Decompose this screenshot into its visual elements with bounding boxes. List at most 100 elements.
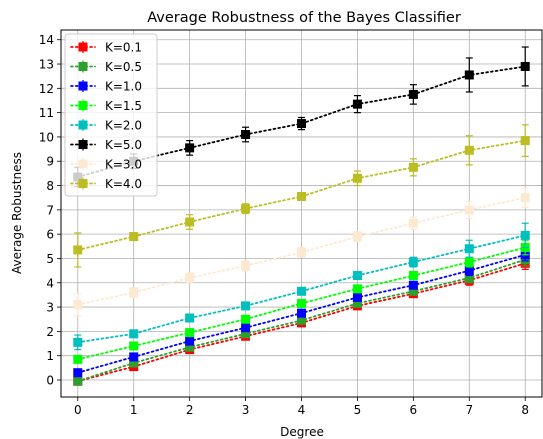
legend: K=0.1 K=0.5 K=1.0 K=1.5 K=2.0 K=5.0 K=3.0 K=4.0	[64, 33, 158, 197]
legend-label: K=2.0	[105, 119, 142, 133]
data-point	[352, 270, 362, 280]
data-point	[185, 217, 195, 227]
legend-marker	[78, 140, 88, 149]
data-point	[73, 300, 83, 310]
data-point	[129, 352, 139, 362]
data-point	[241, 261, 251, 271]
data-point	[185, 273, 195, 283]
legend-label: K=5.0	[105, 138, 142, 152]
x-tick-label: 5	[354, 403, 362, 417]
data-point	[73, 376, 83, 386]
data-point	[464, 145, 474, 155]
legend-marker	[78, 159, 88, 169]
data-point	[241, 301, 251, 311]
chart-title: Average Robustness of the Bayes Classifi…	[147, 10, 461, 26]
x-axis-label: Degree	[280, 425, 324, 439]
y-tick-label: 3	[46, 301, 54, 315]
data-point	[352, 232, 362, 242]
data-point	[185, 328, 195, 338]
data-point	[464, 273, 474, 283]
x-tick-label: 2	[186, 403, 194, 417]
data-point	[520, 61, 530, 71]
x-tick-label: 8	[521, 403, 529, 417]
legend-label: K=1.0	[105, 80, 142, 94]
data-point	[241, 130, 251, 140]
data-point	[297, 247, 306, 257]
data-point	[464, 70, 474, 80]
legend-marker	[78, 81, 88, 91]
legend-item: K=1.5	[70, 99, 142, 113]
legend-item: K=4.0	[70, 177, 142, 191]
legend-marker	[78, 101, 88, 110]
data-point	[408, 218, 418, 228]
data-point	[352, 292, 362, 302]
series-K=2.0	[73, 222, 530, 351]
data-point	[464, 257, 474, 267]
x-tick-label: 0	[74, 403, 82, 417]
data-point	[408, 257, 418, 267]
data-point	[241, 314, 251, 324]
data-point	[408, 162, 418, 172]
legend-label: K=4.0	[105, 177, 142, 191]
x-tick-label: 1	[130, 403, 138, 417]
legend-item: K=0.5	[70, 60, 142, 74]
y-tick-label: 10	[39, 130, 54, 144]
y-axis-label: Average Robustness	[10, 152, 24, 274]
data-point	[185, 342, 195, 352]
data-point	[129, 329, 139, 339]
data-point	[297, 286, 306, 296]
data-point	[520, 136, 530, 146]
y-tick-label: 0	[46, 373, 54, 387]
data-point	[297, 298, 306, 308]
data-point	[520, 230, 530, 240]
data-point	[241, 329, 251, 339]
data-point	[73, 337, 83, 347]
legend-marker	[78, 42, 88, 52]
data-point	[73, 245, 83, 255]
x-tick-label: 7	[465, 403, 473, 417]
data-point	[464, 266, 474, 276]
data-point	[408, 89, 418, 99]
legend-label: K=1.5	[105, 99, 142, 113]
data-point	[352, 298, 362, 308]
data-point	[408, 280, 418, 290]
y-tick-label: 5	[46, 252, 54, 266]
data-point	[408, 286, 418, 296]
legend-item: K=0.1	[70, 41, 142, 55]
y-tick-label: 7	[46, 203, 54, 217]
data-point	[185, 143, 195, 153]
y-tick-label: 1	[46, 349, 54, 363]
y-tick-label: 9	[46, 155, 54, 169]
legend-item: K=5.0	[70, 138, 142, 152]
legend-label: K=0.1	[105, 41, 142, 55]
y-tick-label: 12	[39, 82, 54, 96]
legend-label: K=0.5	[105, 60, 142, 74]
data-point	[129, 232, 139, 242]
legend-item: K=1.0	[70, 80, 142, 94]
x-tick-label: 4	[298, 403, 306, 417]
data-point	[408, 270, 418, 280]
data-point	[352, 173, 362, 183]
x-tick-label: 6	[410, 403, 418, 417]
y-tick-label: 8	[46, 179, 54, 193]
y-tick-label: 2	[46, 325, 54, 339]
y-tick-label: 4	[46, 276, 54, 290]
data-point	[129, 358, 139, 368]
legend-item: K=2.0	[70, 119, 142, 133]
data-point	[73, 354, 83, 364]
data-point	[241, 323, 251, 333]
data-point	[297, 315, 306, 325]
data-point	[352, 99, 362, 109]
series-K=3.0	[73, 187, 530, 317]
data-point	[520, 193, 530, 203]
legend-item: K=3.0	[70, 158, 142, 172]
data-point	[352, 284, 362, 294]
data-point	[241, 204, 251, 214]
data-point	[129, 341, 139, 351]
y-tick-label: 11	[39, 106, 54, 120]
data-point	[185, 313, 195, 323]
data-point	[129, 287, 139, 297]
data-point	[464, 205, 474, 215]
legend-marker	[78, 62, 88, 71]
